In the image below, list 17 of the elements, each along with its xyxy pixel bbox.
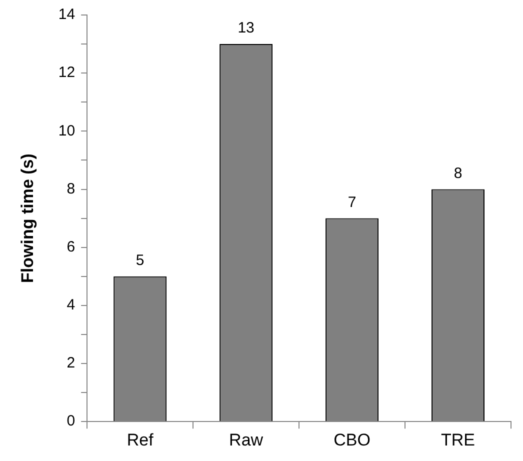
- y-tick-label: 14: [58, 6, 76, 24]
- y-tick-label: 6: [66, 238, 76, 256]
- x-tick-label: CBO: [334, 430, 370, 450]
- y-tick-label: 12: [58, 64, 76, 82]
- y-tick-label: 10: [58, 122, 76, 140]
- y-tick-label: 4: [66, 296, 76, 314]
- y-tick-label: 8: [66, 180, 76, 198]
- y-tick-label: 0: [66, 412, 76, 430]
- data-label: 13: [238, 20, 254, 37]
- x-tick-label: Ref: [126, 430, 154, 450]
- data-label: 7: [348, 194, 356, 211]
- x-tick-label: TRE: [441, 430, 476, 450]
- data-label: 8: [454, 164, 462, 182]
- x-tick-label: Raw: [229, 430, 264, 450]
- y-axis-title: Flowing time (s): [18, 154, 37, 283]
- data-label: 5: [136, 252, 144, 270]
- y-tick-label: 2: [66, 354, 76, 372]
